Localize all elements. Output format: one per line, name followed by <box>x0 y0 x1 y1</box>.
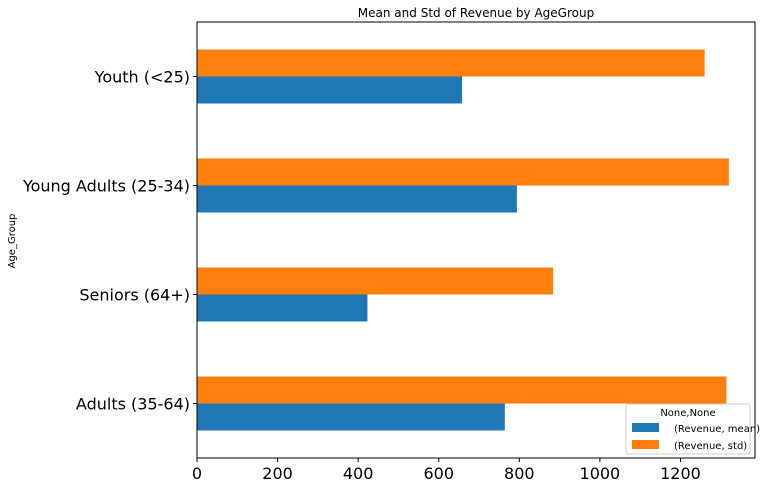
legend-label: (Revenue, mean) <box>674 424 760 435</box>
x-tick-label: 800 <box>504 464 535 483</box>
x-tick-label: 600 <box>423 464 454 483</box>
bar-std <box>197 376 727 404</box>
y-tick-label: Seniors (64+) <box>79 286 190 305</box>
bars-group <box>197 49 729 431</box>
x-tick-label: 1000 <box>580 464 621 483</box>
legend-label: (Revenue, std) <box>674 441 747 452</box>
x-ticks-group: 0 200 400 600 800 1000 1200 <box>192 458 701 483</box>
x-tick-label: 200 <box>262 464 293 483</box>
plot-frame <box>196 21 756 459</box>
y-tick-label: Adults (35-64) <box>76 395 190 414</box>
bar-std <box>197 158 729 186</box>
bar-std <box>197 49 705 77</box>
legend: None,None (Revenue, mean) (Revenue, std) <box>625 403 760 455</box>
bar-mean <box>197 76 463 104</box>
legend-title: None,None <box>660 408 715 419</box>
legend-swatch <box>632 423 659 432</box>
bar-mean <box>197 294 368 322</box>
bar-mean <box>197 403 505 431</box>
legend-swatch <box>632 440 659 449</box>
y-tick-label: Young Adults (25-34) <box>22 177 190 196</box>
x-tick-label: 1200 <box>660 464 701 483</box>
bar-std <box>197 267 554 295</box>
category-labels-group: Adults (35-64) Seniors (64+) Young Adults … <box>22 68 197 414</box>
x-tick-label: 400 <box>343 464 374 483</box>
y-tick-label: Youth (<25) <box>94 68 190 87</box>
chart-title: Mean and Std of Revenue by AgeGroup <box>358 6 594 20</box>
bar-mean <box>197 185 517 213</box>
y-axis-label: Age_Group <box>7 214 18 269</box>
x-tick-label: 0 <box>192 464 202 483</box>
